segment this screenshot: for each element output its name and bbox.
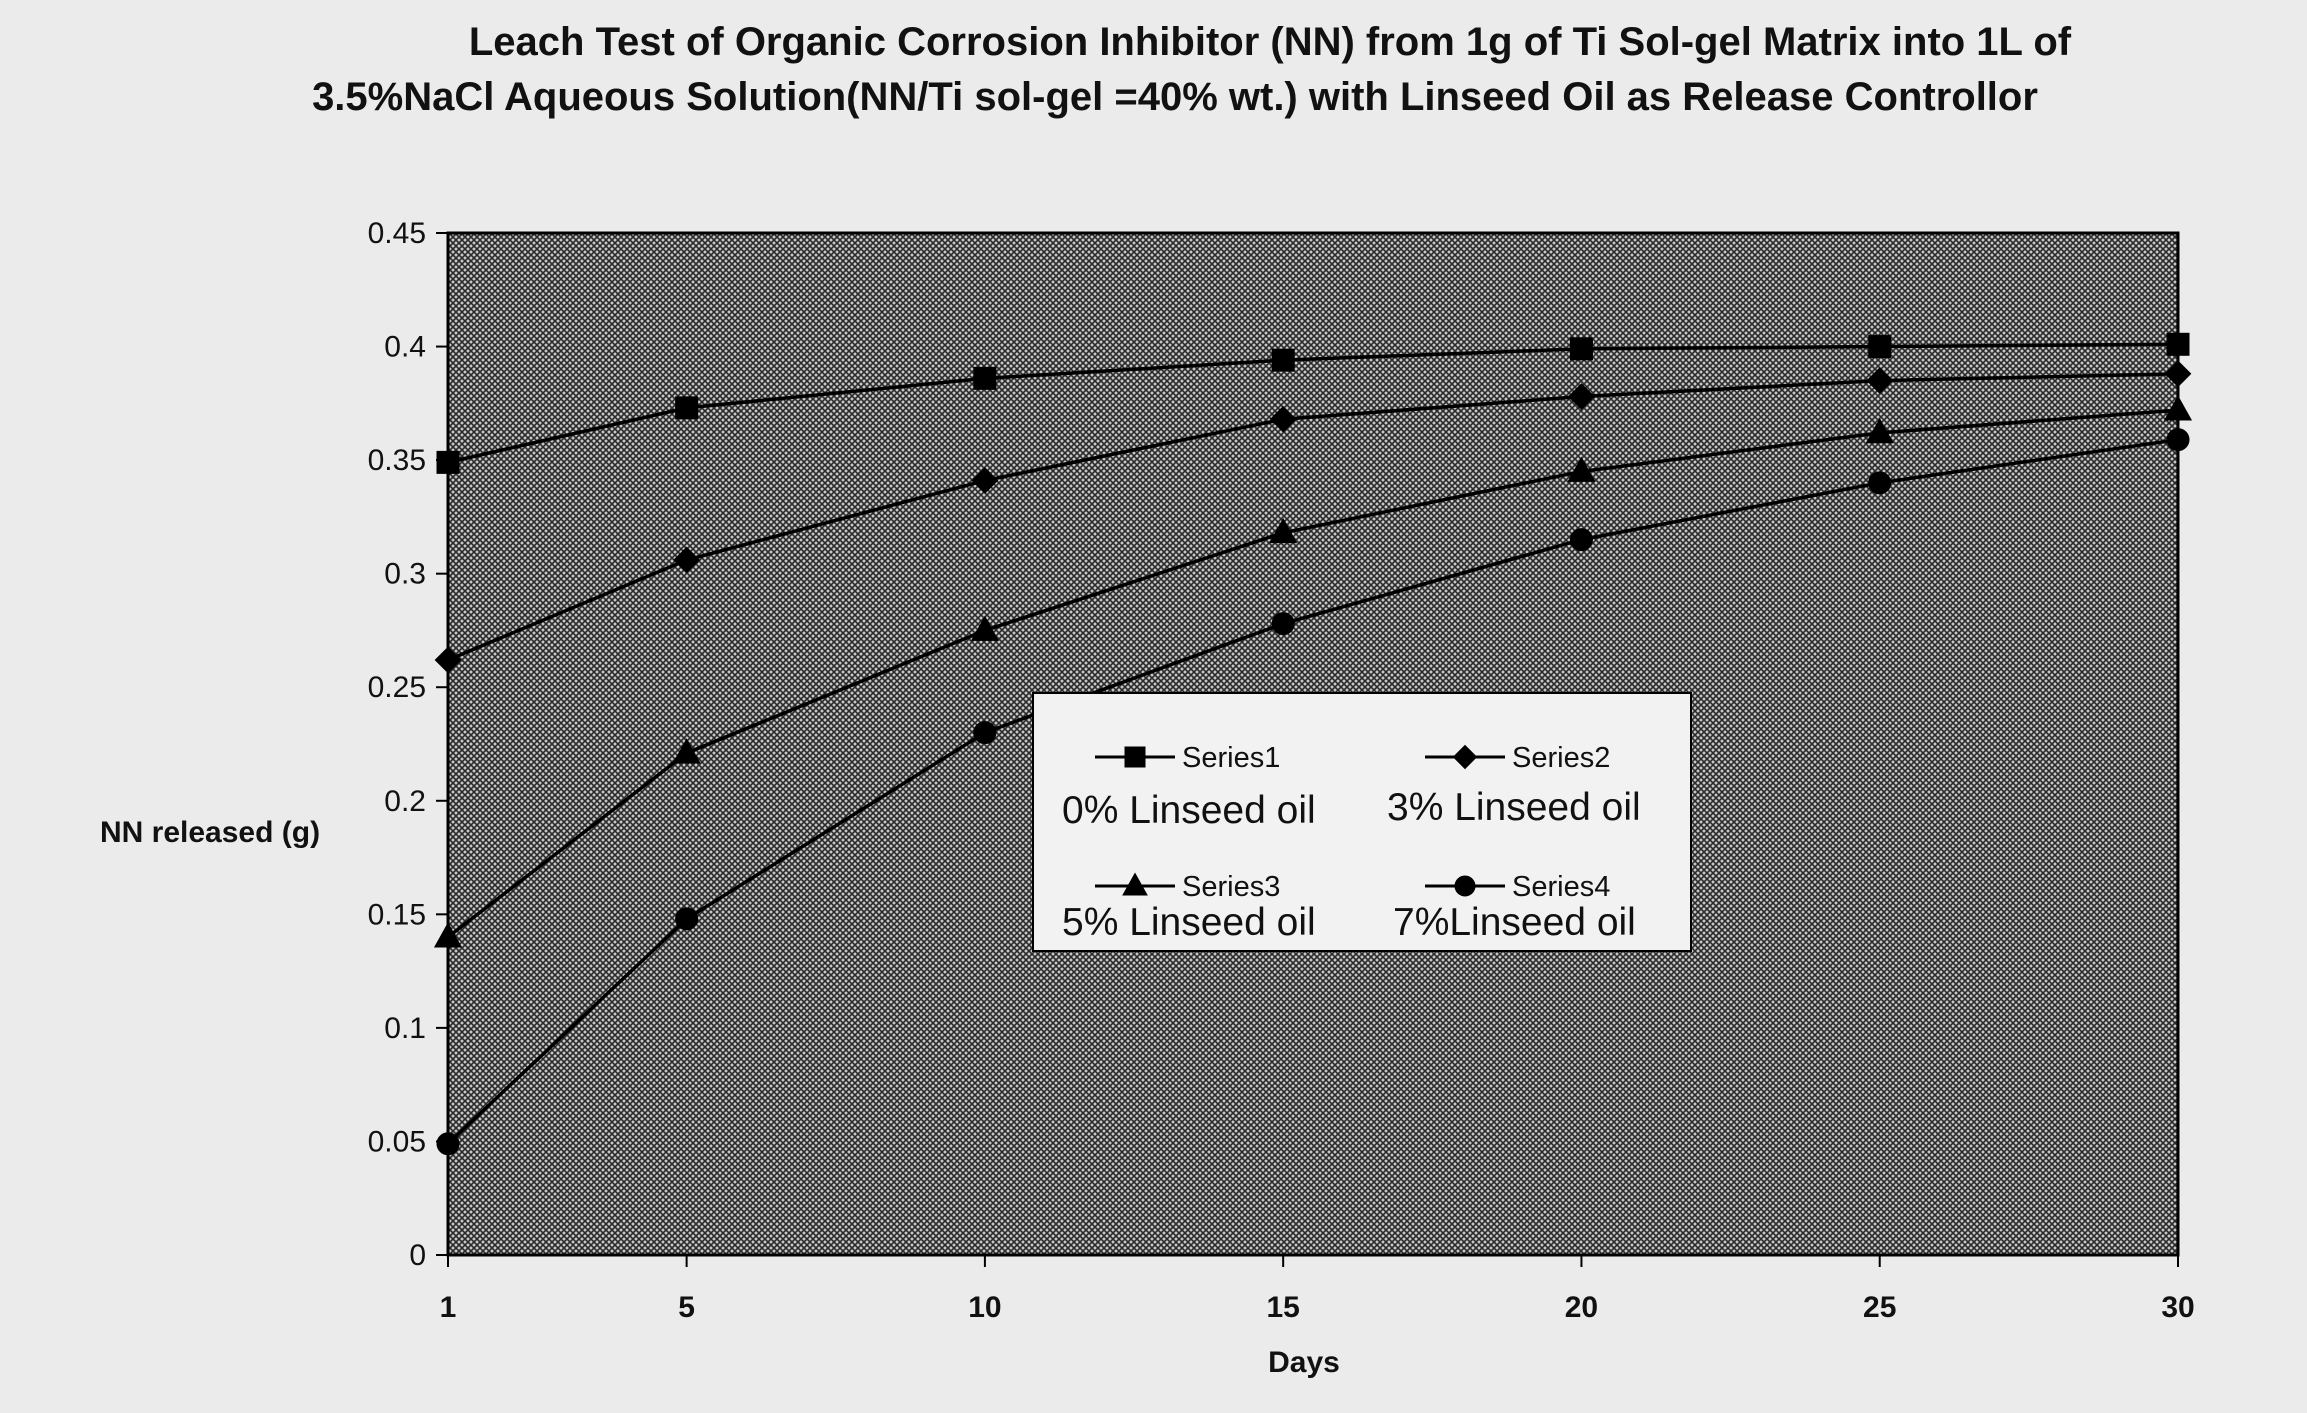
series-2-point (673, 546, 700, 574)
series-3-point (1269, 518, 1298, 544)
series-4-point (1868, 471, 1892, 495)
legend: Series1 0% Linseed oil Series2 3% Linseed o… (1032, 692, 1692, 952)
legend-annotation: 0% Linseed oil (1062, 789, 1316, 832)
series-3 (433, 395, 2193, 948)
y-tick-label: 0.05 (368, 1125, 426, 1158)
y-axis: 0 0.05 0.1 0.15 0.2 0.25 0.3 0.35 0.4 0.45 (368, 217, 448, 1272)
series-1-point (973, 366, 997, 390)
legend-annotation: 5% Linseed oil (1062, 901, 1316, 944)
series-3-point (1567, 456, 1596, 482)
series-1-point (1868, 335, 1892, 359)
y-tick-label: 0.4 (384, 331, 426, 364)
legend-annotation: 3% Linseed oil (1387, 786, 1641, 829)
legend-marker (1122, 872, 1148, 896)
series-2-point (971, 467, 999, 494)
legend-item-2: Series2 3% Linseed oil (1387, 742, 1641, 829)
y-axis-label: NN released (g) (100, 816, 320, 849)
series-1-point (1271, 348, 1295, 372)
x-tick-label: 1 (440, 1291, 457, 1324)
x-axis-label: Days (1268, 1346, 1340, 1379)
series-3-point (1865, 418, 1894, 444)
x-tick-label: 30 (2161, 1291, 2194, 1324)
legend-series-name: Series4 (1512, 871, 1610, 903)
series-4 (436, 428, 2190, 1156)
series-4-point (675, 907, 699, 931)
series-3-point (672, 738, 701, 764)
x-tick-label: 25 (1863, 1291, 1896, 1324)
y-tick-label: 0.3 (384, 558, 426, 591)
y-tick-label: 0 (409, 1239, 426, 1272)
series-2-point (2164, 360, 2192, 388)
series-3-point (970, 615, 999, 641)
series-4-point (973, 721, 997, 745)
y-tick-label: 0.45 (368, 217, 426, 250)
y-tick-label: 0.2 (384, 785, 426, 818)
series-1-point (1569, 337, 1593, 361)
series-2-point (1568, 383, 1595, 410)
x-tick-label: 15 (1266, 1291, 1299, 1324)
series-4-point (436, 1132, 460, 1156)
y-tick-label: 0.25 (368, 671, 426, 704)
legend-series-name: Series2 (1512, 742, 1610, 774)
legend-item-1: Series1 0% Linseed oil (1062, 742, 1316, 832)
x-tick-label: 5 (678, 1291, 695, 1324)
series-2-point (1866, 367, 1894, 394)
y-tick-label: 0.1 (384, 1012, 426, 1045)
series-2-point (1269, 405, 1297, 433)
legend-series-name: Series3 (1182, 871, 1280, 903)
series-1-point (2166, 332, 2190, 356)
legend-marker (1452, 744, 1478, 770)
series-4-point (1569, 528, 1593, 552)
x-tick-label: 10 (968, 1291, 1001, 1324)
legend-marker (1124, 746, 1146, 768)
series-1-point (675, 396, 699, 420)
series-layer (433, 332, 2193, 1156)
legend-items: Series1 0% Linseed oil Series2 3% Linseed o… (1062, 742, 1641, 944)
series-2-point (434, 646, 462, 674)
x-axis: 1 5 10 15 20 25 30 (440, 1255, 2195, 1324)
y-tick-label: 0.35 (368, 444, 426, 477)
legend-box (1032, 692, 1692, 952)
legend-marker (1454, 875, 1476, 897)
legend-annotation: 7%Linseed oil (1393, 901, 1636, 944)
series-1-point (436, 450, 460, 474)
chart-title-line2: 3.5%NaCl Aqueous Solution(NN/Ti sol-gel … (312, 75, 2038, 119)
series-4-point (1271, 612, 1295, 636)
series-3-point (433, 922, 463, 948)
x-tick-label: 20 (1565, 1291, 1598, 1324)
series-3-point (2163, 395, 2193, 421)
series-1 (436, 332, 2190, 474)
chart-title-line1: Leach Test of Organic Corrosion Inhibito… (469, 20, 2072, 64)
legend-series-name: Series1 (1182, 742, 1280, 774)
series-4-point (2166, 428, 2190, 452)
y-tick-label: 0.15 (368, 898, 426, 931)
series-2 (434, 360, 2192, 674)
